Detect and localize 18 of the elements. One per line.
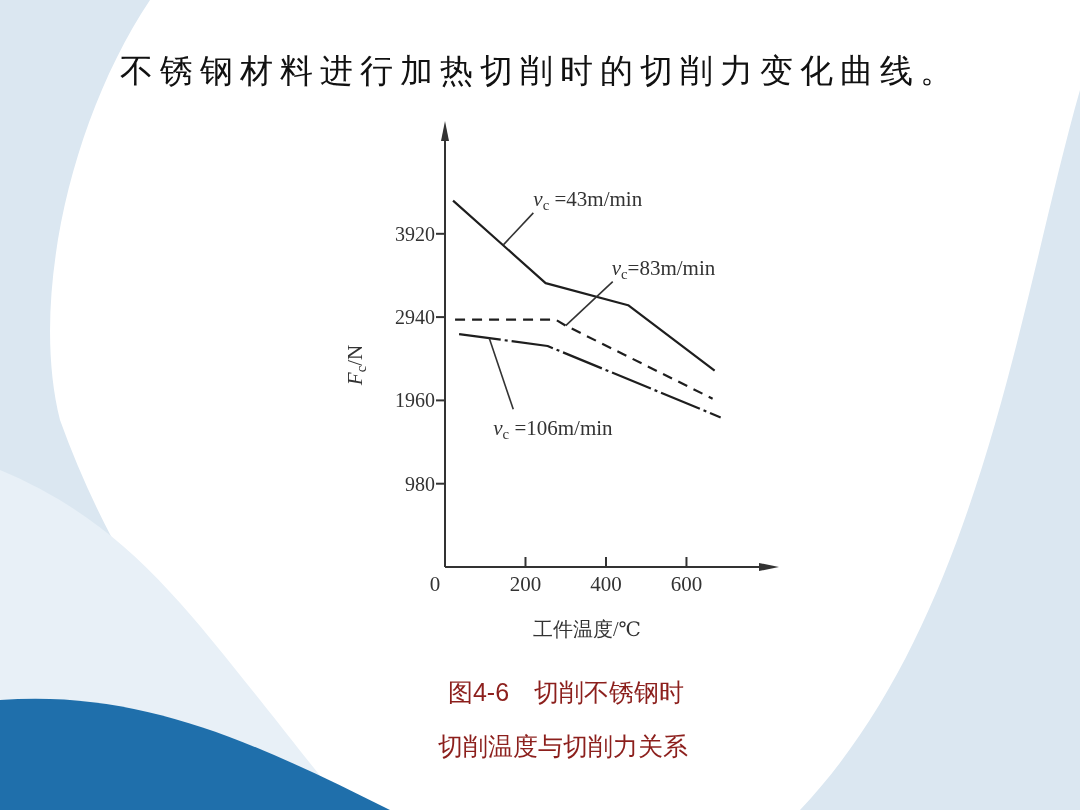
x-axis-title: 工件温度/℃ [533, 618, 641, 640]
annotation: v$_{c}$ =43m/min [533, 186, 643, 213]
y-tick-label: 2940 [395, 306, 435, 329]
y-tick-label: 980 [405, 472, 435, 495]
x-tick-label: 0 [429, 572, 441, 596]
y-tick-label: 3920 [395, 222, 435, 245]
x-tick-label: 200 [509, 572, 542, 596]
annotation: v$_{c}$=83m/min [611, 255, 716, 282]
annotation: v$_{c}$ =106m/min [493, 416, 614, 443]
annotation: v$_{c}$ =43m/min [502, 186, 643, 246]
y-tick-label: 1960 [395, 389, 435, 412]
annotation: v$_{c}$ =106m/min [488, 337, 613, 443]
annotation: v$_{c}$=83m/min [564, 255, 716, 327]
title: 不锈钢材料进行加热切削时的切削力变化曲线。 [120, 53, 960, 89]
annotation: 图4-6 切削不锈钢时 [447, 678, 685, 706]
x-tick-label: 600 [670, 572, 703, 596]
annotation: 切削温度与切削力关系 [438, 732, 688, 760]
x-tick-label: 400 [590, 572, 622, 596]
